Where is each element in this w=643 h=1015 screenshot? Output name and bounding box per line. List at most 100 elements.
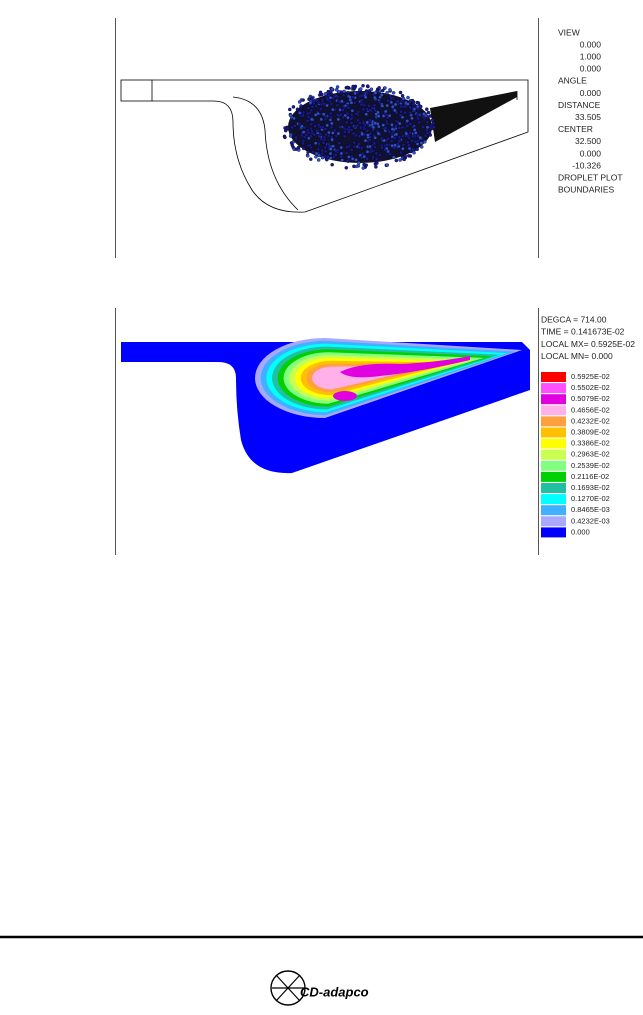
droplet xyxy=(356,161,361,165)
droplet xyxy=(405,124,410,128)
droplet xyxy=(413,140,418,144)
droplet xyxy=(375,161,379,165)
droplet xyxy=(426,110,431,115)
legend-swatch xyxy=(541,516,566,527)
legend-swatch xyxy=(541,449,566,460)
droplet xyxy=(325,123,329,128)
droplet xyxy=(351,95,355,99)
droplet xyxy=(310,97,314,101)
droplet xyxy=(373,108,377,113)
droplet xyxy=(346,115,350,120)
logo-icon xyxy=(272,974,304,1002)
droplet xyxy=(334,149,338,153)
droplet xyxy=(301,113,305,118)
droplet xyxy=(324,149,328,154)
droplet xyxy=(361,166,366,170)
droplet xyxy=(335,113,340,117)
droplet xyxy=(386,99,390,103)
logo: CD-adapco xyxy=(270,970,369,1006)
droplet xyxy=(418,135,422,140)
droplet xyxy=(354,112,359,116)
droplet xyxy=(297,122,302,126)
droplet xyxy=(331,144,335,148)
droplet xyxy=(373,95,377,100)
view-value: 0.000 xyxy=(580,39,602,49)
view-value: 33.505 xyxy=(575,112,601,122)
droplet xyxy=(352,164,356,169)
plot-info: LOCAL MN= 0.000 xyxy=(541,351,613,361)
droplet xyxy=(401,143,406,147)
droplet xyxy=(430,118,435,123)
droplet xyxy=(412,107,417,111)
droplet xyxy=(419,145,424,149)
view-label: VIEW xyxy=(558,27,580,37)
droplet xyxy=(306,150,310,154)
view-label: DISTANCE xyxy=(558,100,601,110)
droplet xyxy=(410,139,414,143)
droplet xyxy=(314,155,318,159)
droplet xyxy=(318,132,323,137)
legend-swatch xyxy=(541,405,566,416)
droplet xyxy=(338,125,342,130)
droplet xyxy=(299,104,303,108)
droplet xyxy=(288,107,292,112)
droplet xyxy=(344,151,349,155)
legend-label: 0.3809E-02 xyxy=(571,427,610,436)
droplet xyxy=(371,155,375,160)
droplet xyxy=(404,132,409,136)
droplet xyxy=(399,150,403,155)
droplet xyxy=(329,102,333,106)
droplet xyxy=(391,155,396,159)
droplet xyxy=(316,100,321,105)
droplet xyxy=(323,145,328,150)
droplet xyxy=(374,157,379,161)
droplet xyxy=(373,91,378,95)
contour-band xyxy=(340,356,470,378)
logo-icon xyxy=(270,970,306,1006)
droplet xyxy=(425,107,429,111)
droplet xyxy=(322,135,327,139)
droplet xyxy=(397,121,402,126)
droplet xyxy=(386,149,390,154)
droplet xyxy=(374,151,379,155)
droplet xyxy=(406,102,410,106)
droplet xyxy=(365,107,369,111)
droplet xyxy=(322,112,326,117)
droplet xyxy=(358,121,362,125)
droplet xyxy=(312,133,317,137)
droplet xyxy=(374,165,378,169)
droplet xyxy=(360,132,364,136)
droplet xyxy=(390,143,394,148)
legend-label: 0.5502E-02 xyxy=(571,383,610,392)
droplet xyxy=(400,99,404,104)
legend-label: 0.2116E-02 xyxy=(571,472,609,481)
legend-label: 0.4232E-02 xyxy=(571,416,610,425)
droplet xyxy=(374,112,379,116)
droplet xyxy=(381,123,386,127)
legend-label: 0.1693E-02 xyxy=(571,483,610,492)
droplet xyxy=(394,132,399,137)
droplet xyxy=(355,123,360,128)
droplet xyxy=(394,158,399,163)
droplet xyxy=(308,101,313,105)
plot-info: TIME = 0.141673E-02 xyxy=(541,327,625,337)
droplet xyxy=(421,125,425,129)
legend-label: 0.4232E-03 xyxy=(571,516,610,525)
droplet xyxy=(387,114,392,118)
droplet xyxy=(346,105,351,110)
droplet xyxy=(349,101,354,105)
droplet xyxy=(289,141,294,145)
droplet xyxy=(295,107,300,112)
droplet xyxy=(352,86,357,90)
droplet xyxy=(391,130,396,135)
droplet xyxy=(326,154,330,159)
legend-label: 0.5925E-02 xyxy=(571,372,610,381)
droplet xyxy=(344,166,349,170)
droplet xyxy=(322,102,326,106)
droplet xyxy=(323,91,328,96)
droplet xyxy=(377,86,381,90)
droplet xyxy=(341,108,345,112)
droplet xyxy=(320,155,325,160)
boundary xyxy=(152,79,529,213)
droplet xyxy=(432,125,436,129)
